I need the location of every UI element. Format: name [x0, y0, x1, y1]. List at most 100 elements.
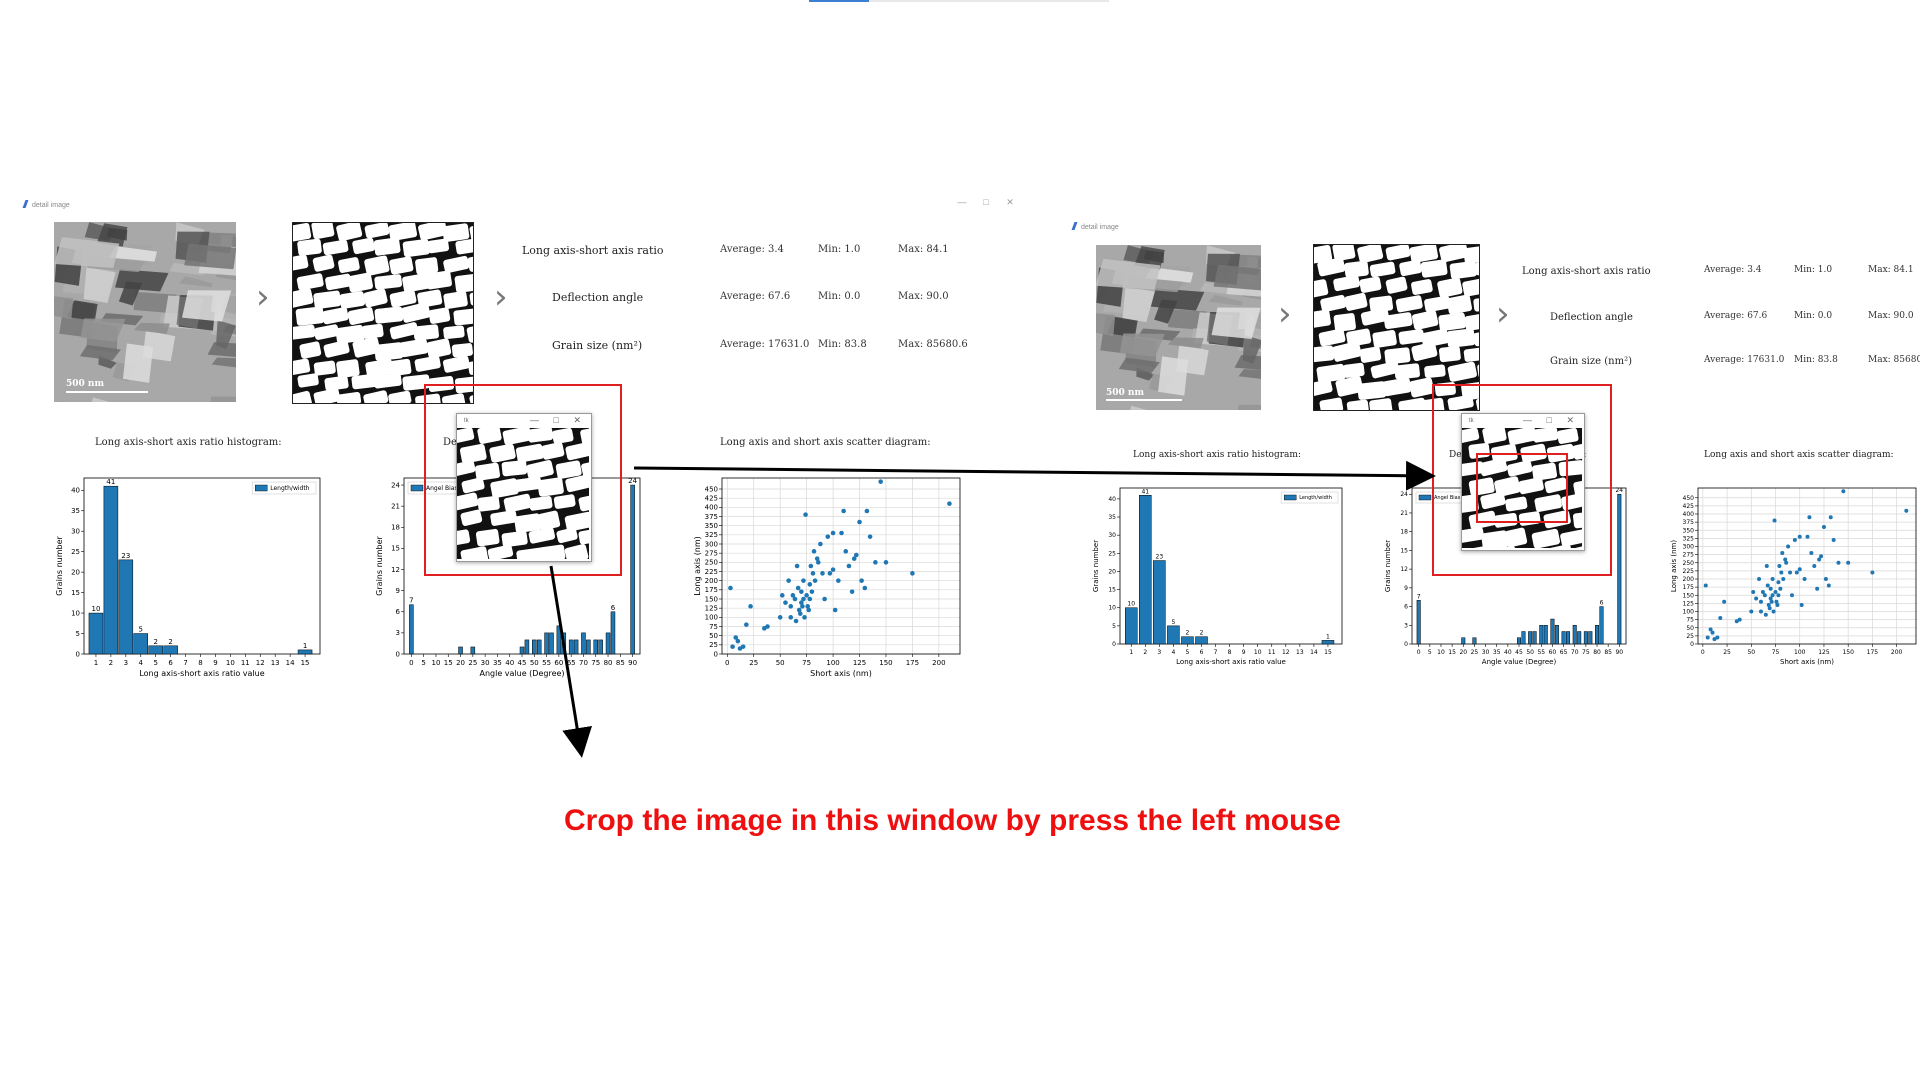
crop-window-title-right: tk	[1469, 418, 1474, 424]
bar	[598, 639, 603, 655]
x-axis-label: Short axis (nm)	[1780, 658, 1834, 666]
crop-window-controls-right[interactable]: — □ ✕	[1523, 415, 1580, 425]
bar	[1124, 607, 1138, 645]
bar	[586, 639, 591, 655]
stat-angle-max-right: Max: 90.0	[1868, 311, 1914, 321]
plot-frame	[721, 477, 961, 655]
y-tick-label: 3	[396, 629, 400, 637]
scatter-point	[792, 596, 798, 602]
y-tick-label: 20	[71, 568, 80, 576]
scatter-point	[1802, 577, 1807, 581]
binary-texture	[293, 223, 473, 403]
crop-preview-image[interactable]	[457, 428, 589, 559]
restore-icon[interactable]: □	[983, 197, 989, 207]
stat-ratio-average: Average: 3.4	[720, 244, 784, 255]
scatter-point	[1771, 609, 1776, 614]
scatter-point	[1823, 577, 1828, 581]
bar	[1461, 637, 1466, 645]
x-tick-label: 75	[1582, 649, 1590, 656]
scatter-point	[867, 534, 873, 539]
scatter-point	[740, 644, 746, 649]
crop-tk-window-right[interactable]: tk — □ ✕	[1461, 413, 1585, 551]
crop-tk-window[interactable]: tk — □ ✕	[456, 413, 592, 562]
binary-texture	[1314, 245, 1479, 410]
x-tick-label: 1	[1129, 649, 1133, 656]
y-tick-label: 6	[396, 608, 401, 616]
y-tick-label: 200	[1683, 576, 1695, 583]
stat-ratio-average-right: Average: 3.4	[1704, 265, 1762, 275]
scatter-point	[1762, 593, 1767, 598]
x-tick-label: 175	[906, 659, 919, 667]
bar-value-label: 23	[121, 552, 130, 560]
scatter-point	[851, 556, 857, 561]
x-tick-label: 0	[409, 659, 413, 667]
y-tick-label: 450	[1683, 495, 1695, 502]
scatter-point	[854, 552, 859, 558]
bar	[581, 632, 586, 655]
binarized-image-right	[1313, 244, 1480, 411]
scatter-point	[796, 607, 802, 613]
ratio-histogram: 1 2 3 4 5 6 7 8 9 10 11 12 13 14 150510152025303540Lon…	[55, 477, 321, 678]
scatter-point	[1819, 554, 1824, 559]
x-tick-label: 55	[542, 659, 551, 667]
bar-value-label: 41	[106, 478, 115, 486]
scatter-point	[801, 596, 806, 602]
x-tick-label: 60	[1549, 649, 1557, 656]
bar	[1521, 631, 1526, 645]
x-tick-label: 50	[1526, 649, 1534, 656]
scatter-point	[786, 578, 791, 583]
y-tick-label: 425	[705, 495, 718, 503]
scatter-point	[808, 563, 814, 569]
window-controls[interactable]: — □ ✕	[950, 197, 1022, 208]
scatter-point	[800, 604, 805, 609]
angle-histogram-right: 0 5 10 15 20 25 30 35 40 45 50 55 60 65 70 75 80 85 900369…	[1384, 487, 1627, 666]
x-tick-label: 13	[1296, 649, 1304, 656]
scatter-point	[1757, 577, 1762, 581]
bar	[1472, 637, 1477, 645]
chevron-right-icon: ›	[1278, 294, 1292, 334]
scatter-point	[1758, 609, 1763, 614]
scatter-point	[873, 560, 878, 565]
x-tick-label: 15	[301, 659, 310, 667]
scatter-point	[812, 578, 818, 583]
x-tick-label: 7	[1214, 649, 1218, 656]
x-tick-label: 25	[1471, 649, 1479, 656]
crop-preview-image-right[interactable]	[1462, 428, 1582, 548]
scatter-point	[1710, 630, 1715, 635]
scatter-point	[1751, 590, 1756, 594]
x-tick-label: 20	[1459, 649, 1467, 656]
x-tick-label: 10	[1254, 649, 1262, 656]
x-tick-label: 125	[1818, 649, 1830, 656]
bar	[605, 632, 611, 655]
scale-bar-right	[1106, 399, 1182, 401]
x-tick-label: 75	[591, 659, 600, 667]
crop-window-controls[interactable]: — □ ✕	[530, 415, 587, 425]
close-icon[interactable]: ✕	[1006, 197, 1014, 207]
x-tick-label: 45	[1515, 649, 1523, 656]
minimize-icon[interactable]: —	[957, 197, 967, 207]
crop-selection-rectangle[interactable]	[1476, 453, 1568, 523]
axis-scatter-right: 0 25 50 75 100 125 150 175 200025507510012515017…	[1670, 487, 1917, 666]
x-tick-label: 4	[139, 659, 144, 667]
x-tick-label: 35	[493, 659, 502, 667]
scatter-point	[783, 600, 788, 605]
x-tick-label: 85	[1604, 649, 1612, 656]
scatter-point	[818, 541, 823, 547]
bar	[1599, 606, 1604, 645]
scatter-point	[883, 560, 889, 565]
y-tick-label: 150	[705, 595, 718, 603]
scatter-point	[1774, 599, 1779, 604]
y-tick-label: 300	[705, 540, 718, 548]
y-tick-label: 175	[1683, 584, 1695, 591]
bar	[519, 646, 525, 655]
bar	[1153, 560, 1166, 645]
axis-scatter: 0 25 50 75 100 125 150 175 200025507510012515017…	[693, 477, 961, 678]
x-tick-label: 40	[505, 659, 514, 667]
legend-label: Length/width	[1299, 495, 1332, 501]
scatter-point	[1794, 570, 1799, 575]
plot-frame	[83, 477, 321, 655]
original-tem-image-right	[1096, 245, 1261, 410]
stat-angle-average: Average: 67.6	[720, 291, 791, 302]
bar	[88, 612, 104, 655]
x-tick-label: 0	[1417, 649, 1421, 656]
